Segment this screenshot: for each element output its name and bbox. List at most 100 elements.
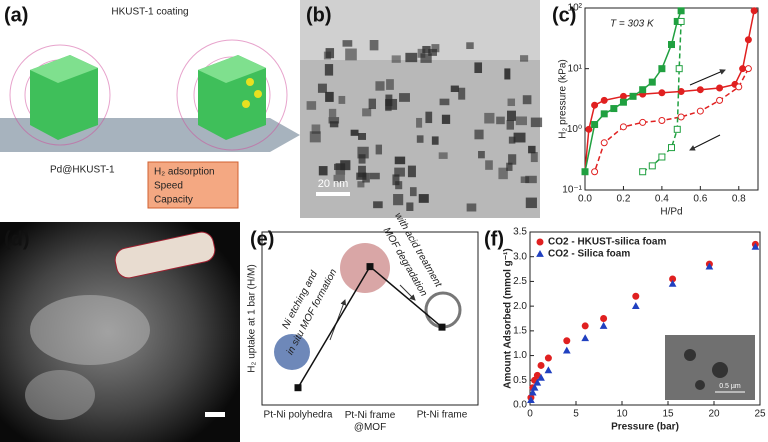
marker	[599, 321, 608, 329]
particle	[478, 150, 485, 159]
x-axis-label: Pressure (bar)	[611, 422, 679, 433]
marker	[610, 105, 618, 113]
particle	[386, 79, 394, 90]
particle	[474, 129, 484, 140]
marker	[677, 7, 685, 15]
particle	[318, 166, 328, 176]
marker	[619, 123, 627, 131]
particle	[375, 81, 385, 91]
marker	[639, 118, 647, 126]
panel-label: (c)	[552, 4, 576, 26]
particle	[498, 167, 508, 180]
particle	[528, 145, 536, 154]
legend-label: CO2 - Silica foam	[548, 249, 630, 260]
particle	[508, 154, 517, 165]
y-tick-label: 1.5	[513, 325, 527, 336]
particle	[393, 194, 404, 206]
marker	[648, 78, 656, 86]
x-tick-label: 0	[527, 409, 533, 420]
marker	[600, 96, 608, 104]
marker	[673, 125, 681, 133]
marker	[648, 162, 656, 170]
marker	[716, 84, 724, 92]
particle	[391, 55, 401, 63]
particle	[306, 101, 317, 110]
marker	[581, 334, 590, 342]
particle	[373, 201, 383, 209]
marker	[528, 388, 537, 396]
particle	[328, 108, 337, 118]
plot-frame	[584, 7, 759, 191]
particle	[362, 108, 372, 117]
particle	[431, 44, 440, 53]
marker	[744, 36, 752, 44]
x-tick-label: 5	[573, 409, 579, 420]
marker	[658, 153, 666, 161]
particle	[405, 52, 418, 63]
particle	[513, 132, 526, 143]
marker	[751, 242, 760, 250]
marker	[735, 83, 743, 91]
y-tick-label: 3.0	[513, 251, 527, 262]
marker	[675, 65, 683, 73]
particle	[416, 117, 423, 128]
particle	[530, 117, 543, 128]
particle	[485, 160, 493, 170]
x-tick-label: 0.6	[693, 194, 707, 205]
marker	[591, 121, 599, 129]
scale-label: 20 nm	[318, 178, 349, 190]
particle	[439, 98, 450, 106]
marker	[696, 107, 704, 115]
particle	[506, 162, 513, 171]
marker	[750, 7, 758, 15]
particle	[335, 163, 346, 175]
particle	[409, 187, 417, 197]
particle	[324, 64, 334, 76]
particle	[323, 51, 332, 60]
marker	[581, 322, 589, 330]
marker	[677, 113, 685, 121]
x-tick-label: 0.8	[732, 194, 746, 205]
particle	[399, 93, 410, 102]
marker	[581, 168, 589, 176]
marker	[600, 110, 608, 118]
panel-label: (f)	[484, 228, 504, 250]
marker	[591, 101, 599, 109]
marker	[591, 168, 599, 176]
marker	[366, 263, 374, 271]
particle	[431, 136, 439, 145]
particle	[504, 68, 511, 80]
series-line	[593, 68, 750, 172]
particle	[525, 197, 537, 209]
y-tick-label: 10⁻¹	[562, 185, 582, 196]
particle	[438, 152, 448, 159]
marker	[562, 346, 571, 354]
panel-e-decor	[274, 243, 462, 370]
marker	[537, 373, 545, 381]
particle	[484, 112, 495, 124]
y-axis-label: H₂ pressure (kPa)	[558, 59, 569, 138]
y-tick-label: 10¹	[568, 63, 583, 74]
box-text: Speed	[154, 181, 183, 192]
particle	[458, 87, 466, 100]
particle	[522, 95, 532, 105]
marker	[544, 354, 552, 362]
particle	[356, 172, 367, 180]
panel-label: (b)	[306, 4, 332, 26]
annotation: T = 303 K	[610, 19, 655, 30]
marker	[544, 366, 553, 374]
x-tick-label: 15	[662, 409, 674, 420]
panel-label: (a)	[4, 4, 28, 26]
particle	[520, 176, 530, 183]
box-text: H₂ adsorption	[154, 167, 215, 178]
particle	[368, 98, 377, 110]
particle	[441, 114, 451, 124]
particle	[507, 98, 516, 107]
particle	[416, 135, 424, 143]
panel-a-schematic	[0, 0, 300, 218]
marker	[585, 125, 593, 133]
particle	[515, 116, 527, 126]
marker	[744, 65, 752, 73]
plot-frame	[261, 231, 479, 406]
